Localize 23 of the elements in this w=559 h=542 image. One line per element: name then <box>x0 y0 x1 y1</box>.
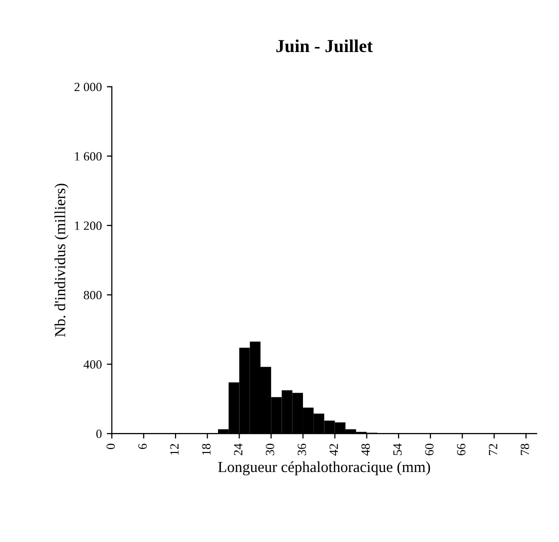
y-tick-label: 800 <box>84 290 102 300</box>
x-tick-label: 72 <box>488 444 498 455</box>
x-tick-label: 6 <box>138 444 147 450</box>
x-tick-label: 18 <box>202 444 211 455</box>
y-tick-label: 2 000 <box>74 82 102 92</box>
x-tick-label: 24 <box>234 444 242 456</box>
x-tick-label: 30 <box>266 444 274 456</box>
x-tick-label: 60 <box>425 444 434 456</box>
x-axis-title: Longueur céphalothoracique (mm) <box>218 461 430 476</box>
y-tick-label: 400 <box>84 360 102 369</box>
y-axis-title: Nb. d'individus (milliers) <box>54 184 68 337</box>
x-tick-label: 78 <box>520 444 530 455</box>
y-tick-label: 1 600 <box>75 152 102 161</box>
y-tick-label: 0 <box>96 430 102 438</box>
x-tick-label: 36 <box>298 444 306 456</box>
chart-title: Juin - Juillet <box>276 39 373 52</box>
x-tick-label: 42 <box>330 444 338 456</box>
x-tick-label: 66 <box>457 444 466 456</box>
x-tick-label: 48 <box>361 444 370 456</box>
x-tick-label: 12 <box>170 444 179 455</box>
y-tick-label: 1 200 <box>75 221 102 230</box>
x-tick-label: 0 <box>106 444 115 450</box>
x-tick-label: 54 <box>393 444 402 456</box>
